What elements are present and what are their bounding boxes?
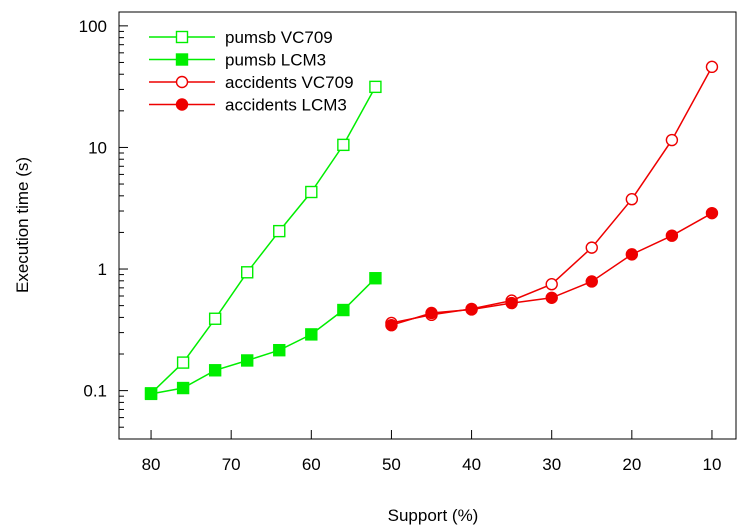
x-axis-ticks: 80 70 60 50 40 30 20 10 [142, 430, 722, 474]
data-point [337, 138, 350, 152]
x-tick-label: 50 [382, 455, 401, 474]
x-tick-label: 60 [302, 455, 321, 474]
legend-label: pumsb VC709 [225, 28, 333, 47]
data-point [705, 60, 719, 74]
legend-marker [175, 30, 189, 44]
x-tick-label: 10 [703, 455, 722, 474]
data-point [505, 296, 518, 310]
data-point [273, 343, 286, 357]
data-point [208, 364, 222, 377]
data-point [241, 354, 254, 367]
data-point [545, 291, 558, 304]
x-tick-label: 80 [142, 455, 161, 474]
series-line [150, 86, 377, 394]
x-tick-label: 70 [222, 455, 241, 474]
data-point [176, 381, 190, 395]
legend-label: pumsb LCM3 [225, 51, 326, 70]
y-tick-label: 1 [98, 260, 107, 279]
y-tick-label: 10 [88, 138, 107, 157]
data-point [305, 185, 318, 199]
data-point [337, 303, 350, 317]
data-point [425, 306, 438, 320]
legend: pumsb VC709 pumsb LCM3 accidents VC709 acci… [149, 28, 354, 115]
data-point [176, 356, 190, 369]
legend-marker [175, 75, 189, 89]
y-axis-label: Execution time (s) [13, 157, 32, 293]
data-point [144, 387, 158, 401]
data-point [625, 248, 639, 261]
data-point [585, 275, 598, 288]
legend-item: accidents VC709 [149, 73, 354, 92]
data-point [465, 303, 478, 316]
series-4 [385, 206, 719, 332]
legend-marker [175, 98, 189, 111]
series-2 [144, 272, 382, 401]
series-layer [144, 60, 719, 401]
series-1 [144, 80, 382, 400]
legend-item: pumsb LCM3 [149, 51, 326, 70]
data-point [665, 229, 679, 242]
data-point [305, 328, 318, 341]
data-point [625, 193, 639, 206]
x-axis-label: Support (%) [388, 506, 479, 525]
data-point [705, 206, 719, 220]
x-tick-label: 20 [622, 455, 641, 474]
legend-label: accidents VC709 [225, 73, 354, 92]
data-point [385, 319, 398, 332]
legend-label: accidents LCM3 [225, 96, 347, 115]
y-axis-ticks: 0.1 1 10 100 [79, 17, 128, 428]
y-tick-label: 100 [79, 17, 107, 36]
legend-marker [175, 53, 189, 66]
data-point [585, 241, 598, 254]
series-3 [385, 60, 719, 330]
plot-frame [118, 11, 737, 440]
data-point [545, 278, 558, 291]
data-point [369, 80, 382, 94]
data-point [241, 266, 254, 279]
y-tick-label: 0.1 [83, 382, 107, 401]
data-point [273, 224, 286, 238]
legend-item: accidents LCM3 [149, 96, 347, 115]
x-tick-label: 40 [462, 455, 481, 474]
legend-item: pumsb VC709 [149, 28, 333, 47]
data-point [665, 133, 679, 147]
data-point [369, 272, 382, 285]
series-line [391, 212, 713, 326]
x-tick-label: 30 [542, 455, 561, 474]
series-line [150, 277, 376, 395]
data-point [208, 312, 222, 325]
